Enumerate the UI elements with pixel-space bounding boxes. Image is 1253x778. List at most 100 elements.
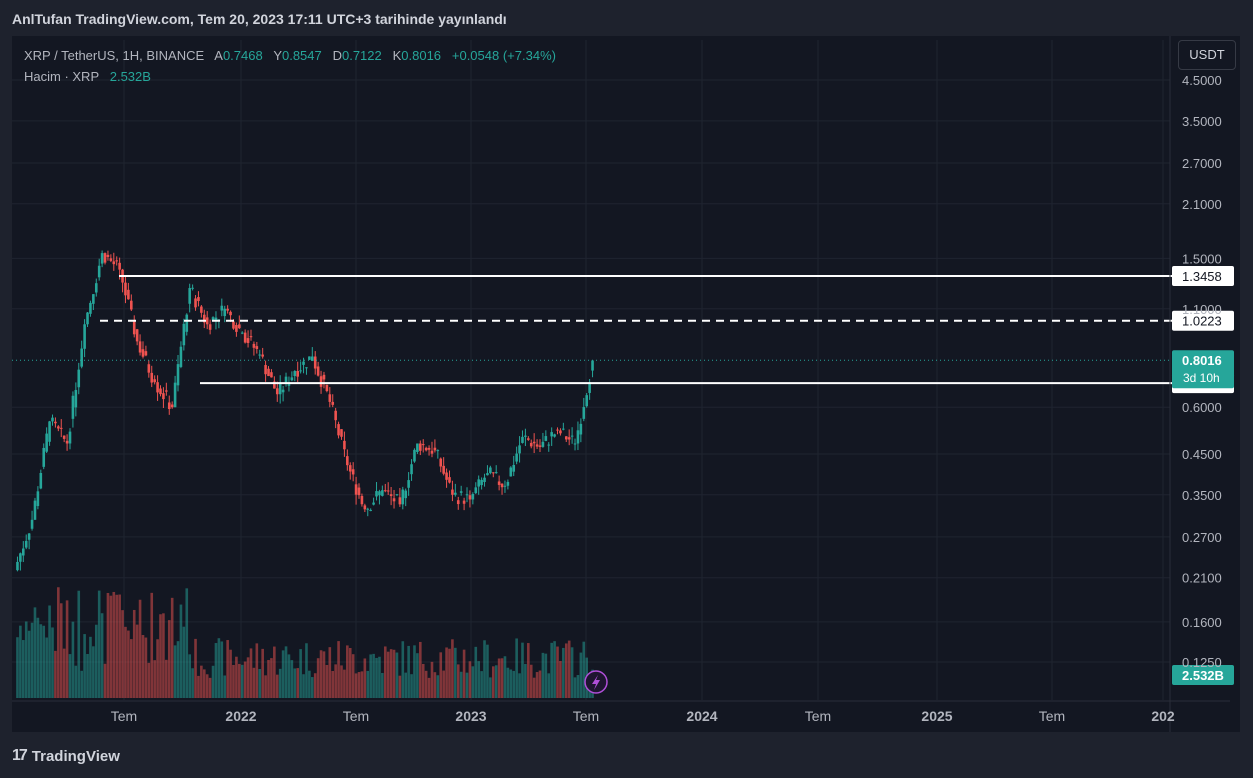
volume-bar: [24, 621, 28, 698]
candle-body: [381, 490, 384, 496]
level-price-label: 1.0223: [1182, 314, 1222, 329]
candle-body: [363, 505, 367, 510]
candle-body: [532, 441, 536, 444]
candle-body: [471, 494, 475, 500]
volume-bar: [357, 672, 361, 698]
publish-note: AnlTufan TradingView.com, Tem 20, 2023 1…: [12, 11, 507, 27]
volume-bar: [354, 673, 358, 698]
volume-bar: [427, 677, 431, 698]
volume-bar: [550, 642, 553, 698]
candle-body: [249, 336, 253, 338]
price-tick-label: 3.5000: [1182, 114, 1222, 129]
volume-bar: [573, 677, 577, 698]
volume-bar: [235, 656, 238, 698]
candle-body: [585, 395, 589, 407]
candle-body: [407, 480, 410, 488]
candle-body: [106, 254, 110, 257]
volume-bar: [48, 605, 51, 698]
volume-bar: [532, 677, 536, 698]
volume-bar: [302, 674, 305, 698]
candle-body: [430, 450, 434, 454]
candle-body: [410, 464, 413, 475]
price-tick-label: 4.5000: [1182, 73, 1222, 88]
level-price-tag: [1172, 266, 1234, 287]
tradingview-logo[interactable]: 17 TradingView: [12, 747, 120, 765]
candle-body: [562, 428, 565, 430]
volume-bar: [205, 674, 209, 698]
volume-bar: [538, 670, 542, 698]
volume-bar: [182, 626, 186, 698]
chart-legend: XRP / TetherUS, 1H, BINANCE A0.7468 Y0.8…: [24, 45, 556, 87]
price-tick-label: 0.1250: [1182, 655, 1222, 670]
volume-bar: [214, 643, 218, 698]
candle-body: [278, 382, 282, 395]
candle-body: [77, 369, 81, 388]
volume-bar: [544, 653, 548, 698]
volume-bar: [535, 672, 539, 698]
candle-body: [197, 297, 200, 302]
volume-bar: [255, 643, 259, 698]
candle-body: [483, 477, 486, 482]
volume-bar: [267, 659, 270, 698]
volume-bar: [200, 665, 203, 698]
ohlc-row: XRP / TetherUS, 1H, BINANCE A0.7468 Y0.8…: [24, 45, 556, 66]
candle-body: [33, 500, 37, 520]
candle-body: [316, 366, 320, 376]
candle-body: [229, 311, 232, 316]
candle-body: [570, 435, 574, 437]
candle-body: [401, 489, 405, 505]
volume-bar: [541, 652, 545, 698]
volume-bar: [106, 592, 110, 698]
candle-body: [547, 444, 551, 446]
volume-bar: [94, 624, 98, 698]
volume-bar: [383, 646, 387, 698]
candle-body: [445, 472, 448, 480]
candle-body: [71, 395, 75, 419]
volume-bar: [322, 651, 326, 698]
volume-bar: [156, 639, 159, 698]
volume-bar: [363, 658, 367, 698]
volume-bar: [407, 645, 410, 698]
candle-body: [194, 298, 197, 308]
volume-bar: [564, 643, 568, 698]
volume-bar: [310, 677, 314, 698]
time-tick-label: 2023: [455, 708, 486, 724]
time-tick-label: Tem: [1039, 708, 1065, 724]
volume-bar: [54, 650, 57, 698]
candle-body: [468, 495, 472, 500]
volume-bar: [188, 654, 191, 698]
volume-bar: [191, 668, 194, 698]
candle-body: [573, 443, 577, 445]
currency-button[interactable]: USDT: [1178, 40, 1236, 70]
candle-body: [19, 553, 22, 562]
open-value: 0.7468: [222, 48, 263, 63]
volume-bar: [576, 675, 580, 698]
volume-bar: [392, 649, 396, 698]
candle-body: [255, 346, 259, 350]
volume-bar: [36, 617, 40, 698]
volume-bar: [59, 603, 63, 698]
volume-bar: [173, 645, 177, 698]
volume-bar: [515, 638, 518, 698]
candle-body: [404, 490, 408, 499]
candle-body: [39, 473, 43, 489]
candle-body: [270, 372, 273, 378]
candle-body: [305, 367, 308, 369]
candle-body: [433, 447, 437, 451]
volume-bar: [159, 614, 162, 698]
countdown-label: 3d 10h: [1183, 371, 1220, 385]
volume-bar: [33, 607, 37, 698]
volume-bar: [281, 650, 285, 698]
candle-body: [419, 443, 422, 451]
candle-body: [541, 441, 545, 447]
candle-body: [313, 356, 317, 369]
candle-body: [503, 485, 507, 487]
candle-body: [591, 360, 594, 371]
candle-body: [328, 394, 332, 402]
volume-bar: [509, 669, 513, 698]
candle-body: [258, 354, 262, 356]
volume-bar: [223, 675, 227, 698]
volume-bar: [497, 658, 501, 698]
volume-bar: [197, 675, 200, 698]
